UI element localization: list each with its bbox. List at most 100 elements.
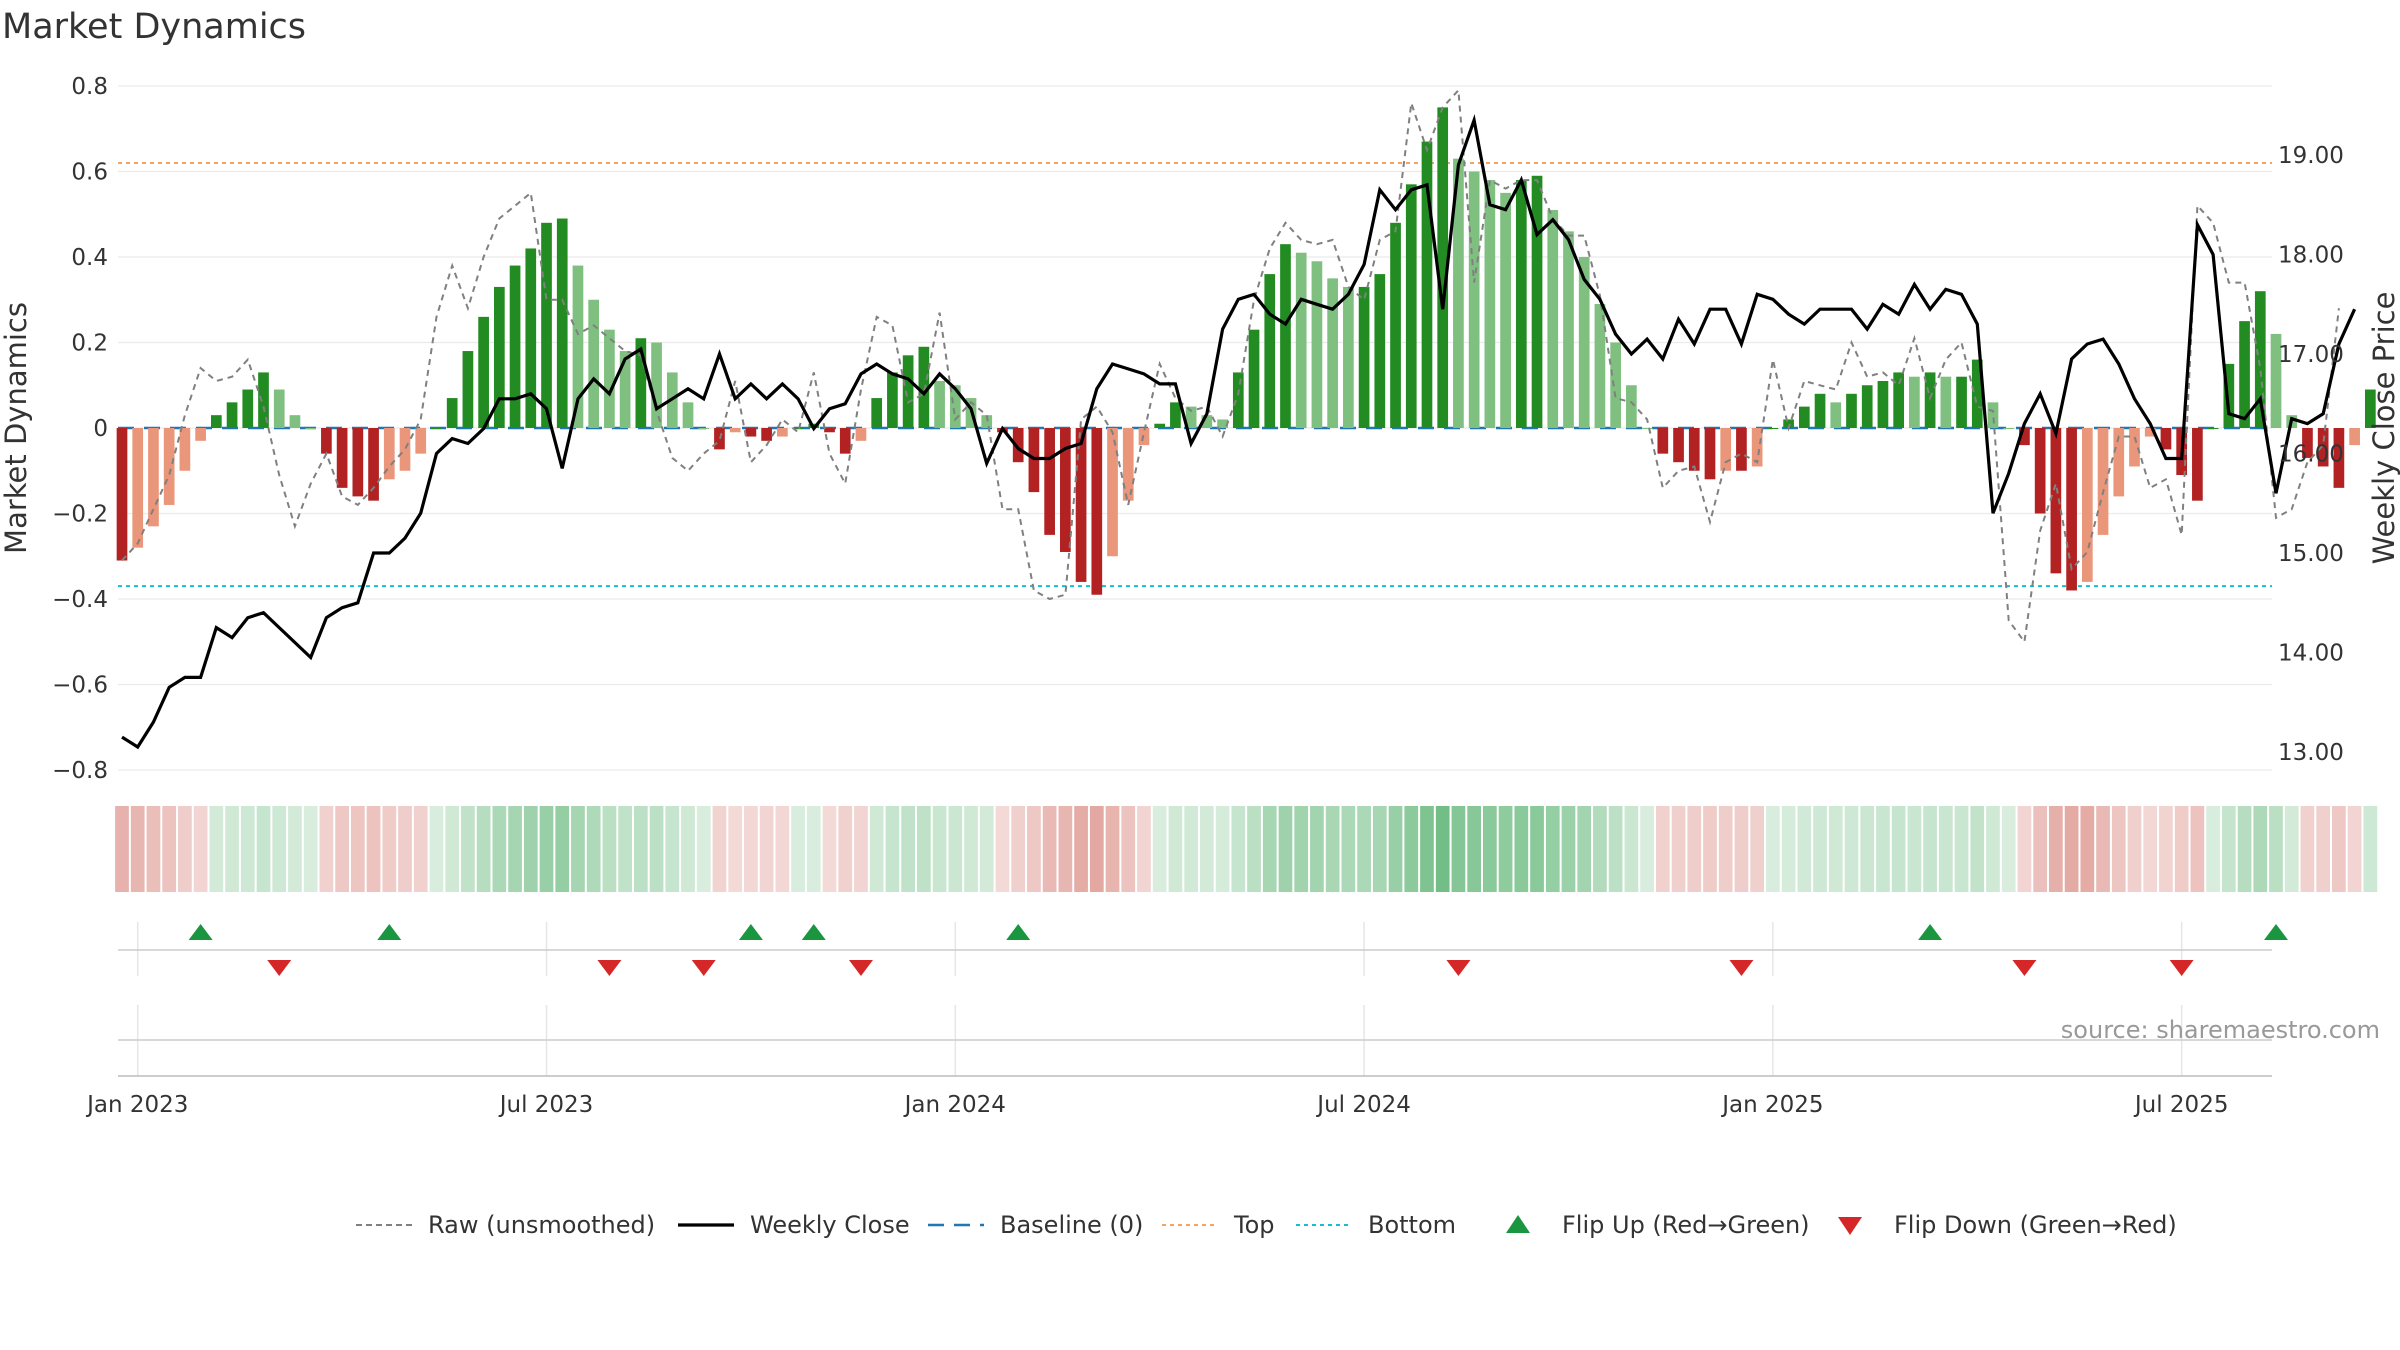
heat-cell bbox=[744, 806, 758, 892]
heat-cell bbox=[398, 806, 412, 892]
bar bbox=[1971, 359, 1983, 428]
raw-unsmoothed-line bbox=[121, 87, 2340, 645]
left-tick-label: 0.8 bbox=[71, 74, 108, 100]
legend: Raw (unsmoothed) Weekly Close Baseline (0)… bbox=[356, 1211, 2177, 1239]
bar bbox=[1453, 158, 1464, 429]
bar bbox=[383, 428, 395, 480]
heat-cell bbox=[1168, 806, 1183, 892]
heat-cell bbox=[1954, 806, 1969, 892]
flip-down-marker bbox=[267, 960, 292, 976]
heat-cell bbox=[2174, 806, 2189, 892]
bar bbox=[1814, 393, 1826, 428]
heat-cell bbox=[932, 806, 947, 892]
heat-cell bbox=[2001, 806, 2016, 892]
heat-cell bbox=[2111, 806, 2126, 892]
legend-swatch-flip-up bbox=[1506, 1215, 1530, 1233]
heat-cell bbox=[1152, 806, 1167, 892]
heat-cell bbox=[1703, 806, 1717, 892]
bar bbox=[541, 222, 552, 428]
bar bbox=[415, 428, 427, 454]
heat-cell bbox=[366, 806, 381, 892]
heat-cell bbox=[1828, 806, 1843, 892]
x-tick-label: Jan 2023 bbox=[85, 1092, 188, 1118]
heat-cell bbox=[948, 806, 963, 892]
heat-cell bbox=[1530, 806, 1544, 892]
heat-cell bbox=[492, 806, 507, 892]
heat-cell bbox=[445, 806, 460, 892]
heat-cell bbox=[1938, 806, 1953, 892]
heat-cell bbox=[2127, 806, 2142, 892]
heat-cell bbox=[1105, 806, 1120, 892]
heat-cell bbox=[256, 806, 271, 892]
heat-cell bbox=[1498, 806, 1513, 892]
bar bbox=[981, 415, 993, 428]
bar bbox=[2333, 428, 2345, 488]
bar bbox=[1626, 385, 1637, 428]
heat-cell bbox=[1420, 806, 1434, 892]
right-axis-ticks: 19.00 18.00 17.00 16.00 15.00 14.00 13.00 bbox=[2278, 143, 2344, 766]
heat-cell bbox=[240, 806, 255, 892]
bar bbox=[478, 316, 489, 428]
heat-cell bbox=[350, 806, 365, 892]
bar bbox=[1846, 393, 1857, 428]
right-tick-label: 17.00 bbox=[2278, 342, 2344, 368]
bar bbox=[446, 398, 458, 428]
heat-cell bbox=[413, 806, 428, 892]
bar bbox=[525, 248, 537, 428]
bar bbox=[1091, 428, 1103, 595]
bar bbox=[1060, 428, 1071, 552]
heat-cell bbox=[1655, 806, 1670, 892]
heat-cell bbox=[115, 806, 129, 892]
bar bbox=[462, 351, 474, 428]
bar bbox=[2144, 428, 2156, 437]
bar bbox=[1421, 141, 1433, 428]
heat-cell bbox=[1027, 806, 1041, 892]
bar bbox=[1122, 428, 1134, 501]
heat-cell bbox=[2300, 806, 2315, 892]
bar bbox=[1751, 428, 1763, 467]
bar bbox=[682, 402, 694, 428]
heat-cell bbox=[1451, 806, 1466, 892]
heat-cell bbox=[461, 806, 475, 892]
heat-cell bbox=[1325, 806, 1340, 892]
bar bbox=[729, 428, 741, 433]
bar bbox=[399, 428, 411, 471]
bar bbox=[2034, 428, 2046, 514]
heat-cell bbox=[130, 806, 145, 892]
right-tick-label: 18.00 bbox=[2278, 243, 2344, 269]
heat-cell bbox=[822, 806, 837, 892]
bar bbox=[1515, 180, 1527, 428]
chart-title: Market Dynamics bbox=[2, 7, 306, 47]
bar bbox=[839, 428, 851, 454]
bar bbox=[777, 428, 788, 437]
bar bbox=[604, 329, 615, 428]
bar bbox=[2129, 428, 2140, 467]
reference-lines bbox=[118, 161, 2272, 588]
bar bbox=[116, 428, 128, 561]
heat-cell bbox=[1624, 806, 1639, 892]
heat-cell bbox=[382, 806, 397, 892]
x-tick-label: Jul 2023 bbox=[498, 1092, 594, 1118]
heat-cell bbox=[1750, 806, 1765, 892]
heat-cell bbox=[1970, 806, 1985, 892]
heat-cell bbox=[2017, 806, 2032, 892]
heat-cell bbox=[335, 806, 349, 892]
bar bbox=[2254, 291, 2266, 428]
heat-cell bbox=[1121, 806, 1136, 892]
weekly-close-line bbox=[121, 114, 2357, 750]
regime-heat-strip bbox=[115, 806, 2378, 892]
heat-cell bbox=[303, 806, 318, 892]
heat-cell bbox=[1593, 806, 1607, 892]
bar bbox=[1547, 209, 1559, 428]
bar bbox=[148, 428, 159, 527]
flip-down-marker bbox=[1729, 960, 1754, 976]
bar bbox=[588, 299, 600, 428]
flip-up-marker bbox=[2264, 924, 2288, 940]
bar bbox=[2317, 428, 2329, 467]
heat-cell bbox=[1986, 806, 2000, 892]
bar bbox=[1170, 402, 1181, 428]
right-axis-label: Weekly Close Price bbox=[2367, 292, 2400, 565]
bar bbox=[179, 428, 191, 471]
